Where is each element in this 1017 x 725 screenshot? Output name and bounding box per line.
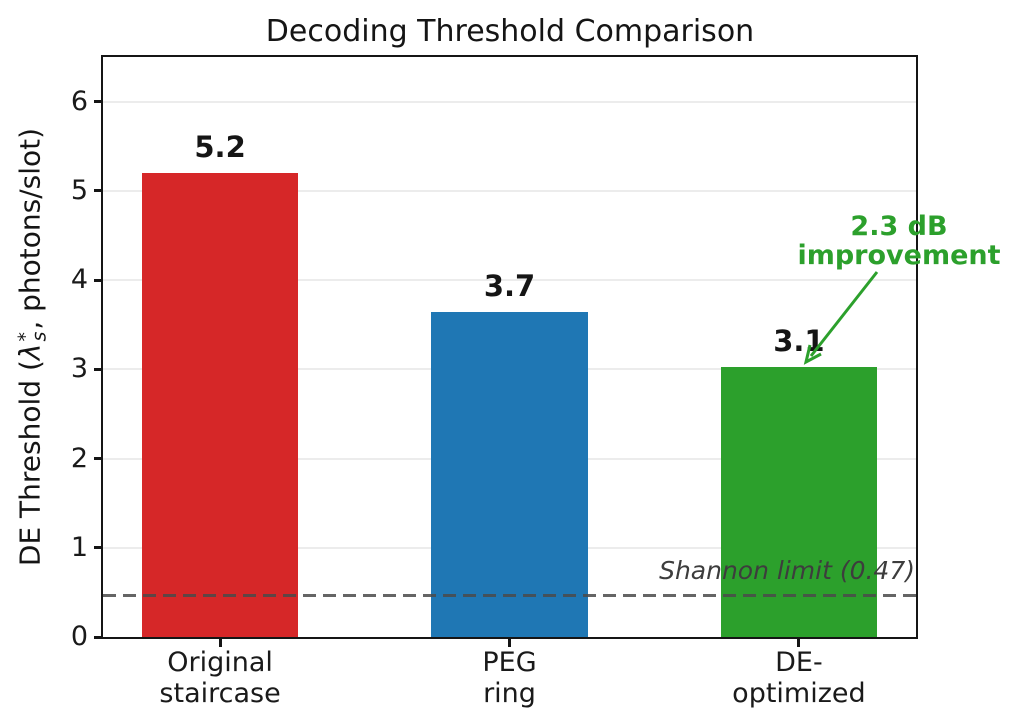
improvement-annotation: 2.3 dB improvement	[797, 212, 1000, 270]
chart-title: Decoding Threshold Comparison	[265, 14, 755, 49]
y-tick-label: 3	[70, 353, 88, 385]
y-gridline	[103, 189, 916, 192]
y-tick-mark	[94, 189, 103, 193]
x-tick-label: DE- optimized	[732, 647, 866, 709]
y-tick-mark	[94, 278, 103, 282]
y-tick-mark	[94, 367, 103, 371]
improvement-annotation-line2: improvement	[797, 240, 1001, 271]
y-tick-label: 6	[70, 85, 88, 117]
lambda-supsub: * s	[14, 331, 50, 342]
shannon-limit-line	[103, 593, 916, 597]
y-gridline	[103, 100, 916, 103]
shannon-limit-label: Shannon limit (0.47)	[659, 556, 915, 585]
y-tick-mark	[94, 635, 103, 639]
improvement-arrow-icon	[803, 271, 879, 365]
y-gridline	[103, 279, 916, 282]
x-tick-mark	[797, 638, 801, 647]
bar-value-label: 5.2	[194, 130, 246, 164]
y-axis-label-suffix: , photons/slot)	[13, 127, 47, 330]
lambda-subscript: s	[28, 331, 50, 342]
plot-area	[101, 55, 918, 639]
x-tick-mark	[218, 638, 222, 647]
x-tick-label: PEG ring	[482, 647, 537, 709]
y-tick-label: 2	[70, 442, 88, 474]
bar-peg-ring	[431, 312, 588, 637]
y-tick-label: 0	[70, 621, 88, 652]
y-tick-label: 4	[70, 264, 88, 296]
y-tick-mark	[94, 100, 103, 104]
y-tick-label: 5	[70, 174, 88, 206]
x-tick-label: Original staircase	[159, 647, 281, 709]
bar-de-optimized	[720, 366, 877, 637]
y-tick-label: 1	[70, 531, 88, 563]
bar-original-staircase	[142, 173, 299, 637]
x-tick-mark	[508, 638, 511, 647]
y-tick-mark	[94, 546, 103, 550]
bar-value-label: 3.7	[483, 269, 536, 304]
y-tick-mark	[94, 457, 103, 461]
improvement-annotation-line1: 2.3 dB	[850, 211, 948, 242]
